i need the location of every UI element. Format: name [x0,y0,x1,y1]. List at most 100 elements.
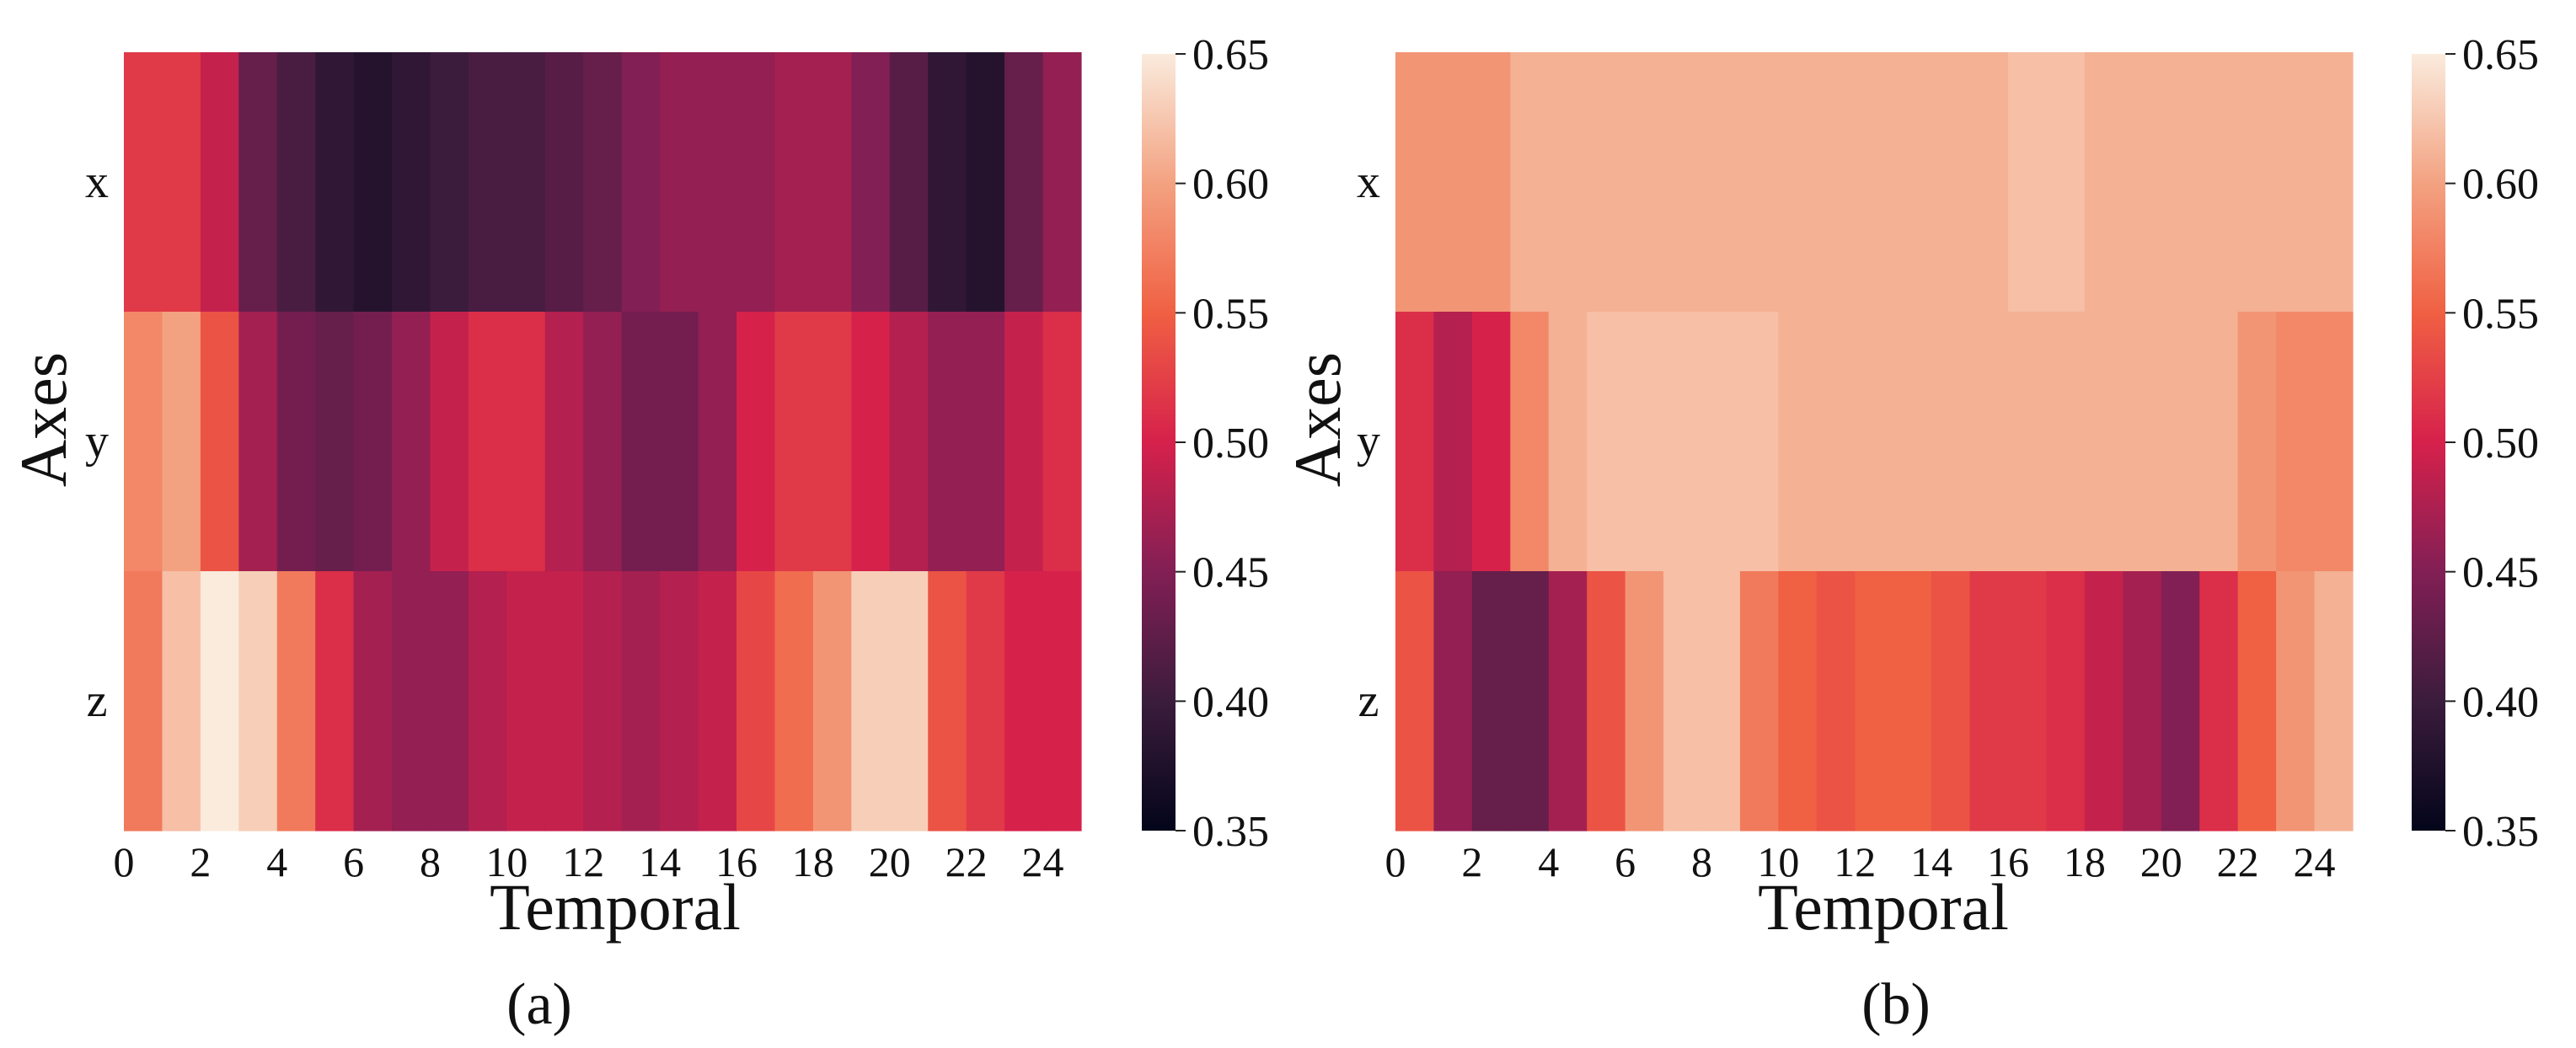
heatmap-cell [1855,571,1894,831]
heatmap-cell [430,571,469,831]
heatmap-cell [430,312,469,572]
heatmap-cell [1004,312,1044,572]
x-tick-label: 8 [1691,838,1712,885]
heatmap-cell [583,52,623,313]
x-tick-labels-b: 0 2 4 6 8 10 12 14 16 18 20 22 24 [1385,838,2336,885]
colorbar-tick-label: 0.55 [1192,290,1269,338]
colorbar-tick-label: 0.40 [2462,678,2539,726]
heatmap-cell [2084,571,2123,831]
heatmap-cell [736,571,776,831]
colorbar-tick-label: 0.45 [1192,549,1269,597]
heatmap-cell [124,312,163,572]
x-tick-label: 10 [1757,838,1799,885]
heatmap-cell [392,52,431,313]
heatmap-cell [506,52,546,313]
heatmap-cell [1739,312,1779,572]
heatmap-cell [1931,312,1971,572]
x-tick-label: 4 [266,838,287,885]
x-tick-label: 12 [562,838,604,885]
heatmap-cell [1739,571,1779,831]
heatmap-cell [1395,571,1435,831]
heatmap-cell [966,52,1005,313]
heatmap-cell [162,312,201,572]
x-tick-label: 6 [1615,838,1636,885]
heatmap-cell [1931,571,1971,831]
row-label-y: y [1357,415,1380,468]
heatmap-cell [1701,52,1741,313]
row-label-y: y [85,415,109,468]
heatmap-cell [2046,571,2086,831]
heatmap-cell [812,571,852,831]
heatmap-cell [851,312,891,572]
heatmap-cell [2314,312,2354,572]
heatmap-cell [1663,571,1703,831]
x-tick-label: 12 [1834,838,1876,885]
heatmap-cell [1816,52,1856,313]
heatmap-cell [1969,571,2009,831]
x-tick-label: 0 [114,838,135,885]
colorbar-tick-label: 0.35 [1192,808,1269,856]
heatmap-cell [506,312,546,572]
heatmap-cell [1510,312,1550,572]
heatmap-cell [162,52,201,313]
row-label-x: x [1357,156,1380,208]
heatmap-cell [812,312,852,572]
heatmap-cell [1587,312,1626,572]
heatmap-cell [1471,312,1511,572]
x-axis-label-b: Temporal [1758,870,2009,944]
heatmap-cell [2237,571,2277,831]
heatmap-cell [200,52,239,313]
heatmap-cell [774,571,814,831]
heatmap-cell [966,312,1005,572]
heatmap-cell [2199,571,2239,831]
heatmap-cell [1587,571,1626,831]
colorbar-tick-label: 0.65 [1192,31,1269,79]
x-tick-label: 14 [1910,838,1952,885]
heatmap-cell [1893,571,1932,831]
heatmap-cell [1548,52,1588,313]
heatmap-cell [1510,571,1550,831]
heatmap-cell [2008,312,2048,572]
heatmap-cell [2314,52,2354,313]
heatmap-cell [1778,52,1818,313]
heatmap-cell [276,312,316,572]
heatmap-cell [889,571,929,831]
heatmap-cell [2084,312,2123,572]
heatmap-cell [698,571,737,831]
y-axis-label-b: Axes [1281,352,1354,487]
heatmap-cell [276,52,316,313]
heatmap-cell [1855,312,1894,572]
heatmap-cell [544,312,584,572]
heatmap-cell [430,52,469,313]
heatmap-cells-b [1395,52,2354,831]
x-tick-label: 18 [2064,838,2106,885]
heatmap-cell [353,312,393,572]
heatmap-cell [124,571,163,831]
heatmap-cell [1042,312,1082,572]
colorbar-ticks-a: 0.65 0.60 0.55 0.50 0.45 0.40 0.35 [1176,31,1269,856]
x-tick-label: 8 [420,838,441,885]
heatmap-cell [2276,571,2316,831]
heatmap-cell [583,312,623,572]
x-tick-label: 14 [639,838,681,885]
heatmap-cell [583,571,623,831]
subcaption-b: (b) [1861,972,1931,1037]
heatmap-cell [1778,571,1818,831]
heatmap-panel-a: x y z 0 2 4 6 8 10 12 14 16 18 20 22 24 Axes Tempora… [7,31,1269,1037]
y-axis-label-a: Axes [7,352,80,487]
heatmap-cell [928,52,967,313]
heatmap-cell [353,52,393,313]
heatmap-cell [2161,312,2200,572]
x-tick-label: 18 [792,838,834,885]
colorbar-ticks-b: 0.65 0.60 0.55 0.50 0.45 0.40 0.35 [2445,31,2539,856]
row-label-z: z [1358,675,1379,727]
heatmap-cell [1663,52,1703,313]
heatmap-cell [2237,312,2277,572]
heatmap-cell [468,571,507,831]
x-tick-label: 22 [2217,838,2259,885]
heatmap-cell [1893,52,1932,313]
heatmap-cell [774,52,814,313]
heatmap-cell [1625,571,1664,831]
heatmap-cell [2046,52,2086,313]
heatmap-cell [1548,571,1588,831]
